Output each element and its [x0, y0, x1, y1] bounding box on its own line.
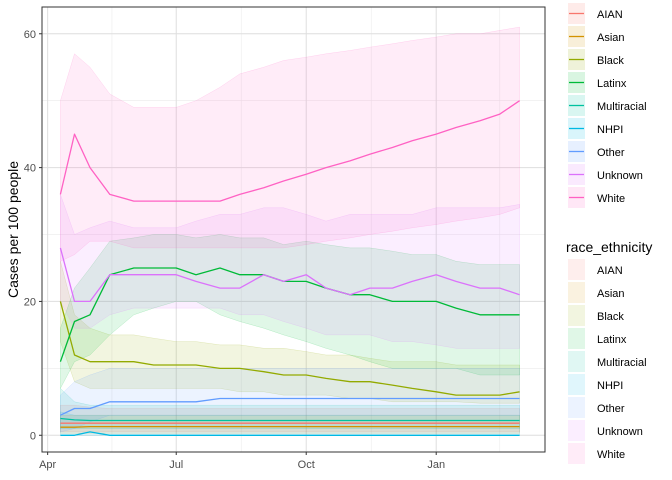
line-nhpi	[60, 431, 520, 436]
legend-line-label: NHPI	[597, 124, 623, 136]
y-tick-label: 60	[24, 29, 36, 41]
line-asian	[60, 425, 520, 428]
y-tick-label: 40	[24, 163, 36, 175]
band-multiracial	[60, 387, 520, 429]
line-unknown	[59, 247, 520, 303]
legend-bands: race_ethnicity AIAN Asian Black Latinx Multi…	[566, 239, 652, 464]
grid-minor	[42, 7, 545, 452]
legend-band-key	[568, 397, 585, 418]
legend-line-label: Black	[597, 55, 624, 67]
legend-band-label: Latinx	[597, 334, 627, 346]
legend-line-label: Other	[597, 147, 625, 159]
y-tick-label: 0	[30, 430, 36, 442]
x-tick-label: Apr	[39, 459, 56, 471]
legend-band-label: Multiracial	[597, 357, 647, 369]
legend-band-key	[568, 420, 585, 441]
legend-line-label: Unknown	[597, 170, 643, 182]
legend-line-label: White	[597, 193, 625, 205]
line-black	[59, 301, 520, 396]
legend-line-label: Latinx	[597, 78, 627, 90]
series-lines	[59, 100, 520, 436]
line-multiracial	[60, 417, 520, 422]
legend-lines: AIAN Asian Black Latinx Multiracial NHPI Other…	[568, 3, 647, 208]
line-other	[60, 397, 520, 416]
legend-band-key	[568, 374, 585, 395]
x-axis: Apr Jul Oct Jan	[39, 452, 445, 471]
ribbon-bands	[60, 26, 520, 436]
band-asian	[60, 414, 520, 434]
legend-band-label: Other	[597, 403, 625, 415]
band-other	[60, 368, 520, 433]
panel-border	[41, 6, 546, 453]
legend-band-label: NHPI	[597, 380, 623, 392]
y-tick-label: 20	[24, 296, 36, 308]
band-latinx	[60, 234, 520, 389]
band-unknown	[60, 194, 520, 349]
x-tick-label: Jan	[427, 459, 445, 471]
legend-band-label: Black	[597, 311, 624, 323]
legend-band-label: Unknown	[597, 426, 643, 438]
y-axis: 0 20 40 60	[24, 29, 42, 442]
legend-line-label: Multiracial	[597, 101, 647, 113]
legend-band-key	[568, 328, 585, 349]
legend-band-key	[568, 259, 585, 280]
x-tick-label: Oct	[298, 459, 315, 471]
band-black	[60, 261, 520, 404]
legend-band-key	[568, 282, 585, 303]
band-white	[60, 26, 520, 262]
legend-band-label: AIAN	[597, 265, 623, 277]
legend-band-key	[568, 351, 585, 372]
legend-band-label: Asian	[597, 288, 625, 300]
legend-bands-title: race_ethnicity	[566, 239, 652, 255]
legend-line-label: AIAN	[597, 9, 623, 21]
line-white	[59, 100, 520, 202]
legend-line-label: Asian	[597, 32, 625, 44]
plot-panel	[41, 6, 546, 453]
legend-band-key	[568, 305, 585, 326]
legend-band-key	[568, 443, 585, 464]
x-tick-label: Jul	[169, 459, 183, 471]
y-axis-title: Cases per 100 people	[5, 161, 21, 298]
legend-band-label: White	[597, 449, 625, 461]
band-aian	[60, 404, 520, 433]
